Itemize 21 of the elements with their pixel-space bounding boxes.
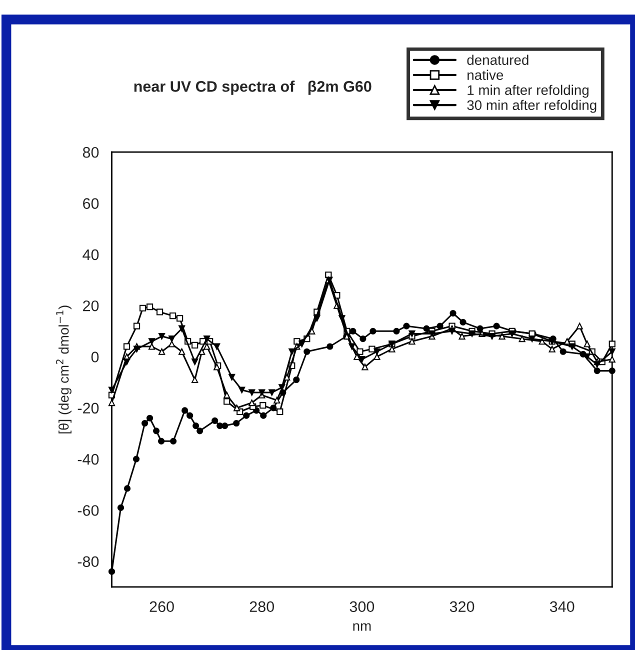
x-tick-label: 320 <box>450 601 474 612</box>
y-tick-label: -60 <box>78 505 99 516</box>
y-tick-label: 40 <box>82 249 99 260</box>
x-tick-label: 260 <box>150 601 174 612</box>
legend-label: 30 min after refolding <box>467 100 596 113</box>
legend-label: denatured <box>467 54 528 65</box>
y-tick-label: -40 <box>78 454 99 465</box>
y-tick-label: 60 <box>83 198 99 209</box>
y-tick-label: 0 <box>91 352 99 362</box>
chart-title: near UV CD spectra of β2m G60 <box>134 80 372 95</box>
legend-label: native <box>468 70 504 80</box>
x-tick-label: 280 <box>250 601 274 612</box>
y-tick-label: -80 <box>78 556 99 568</box>
y-tick-label: 20 <box>83 300 99 312</box>
x-tick-label: 300 <box>350 601 374 612</box>
y-axis-title: [θ] (deg cm$^{2}$ dmol$^{−1}$) <box>56 306 72 434</box>
y-tick-label: 80 <box>82 146 99 158</box>
legend-label: 1 min after refolding <box>468 84 588 98</box>
x-axis-title: nm <box>353 623 371 631</box>
y-tick-label: -20 <box>78 402 99 414</box>
x-tick-label: 340 <box>550 601 574 612</box>
